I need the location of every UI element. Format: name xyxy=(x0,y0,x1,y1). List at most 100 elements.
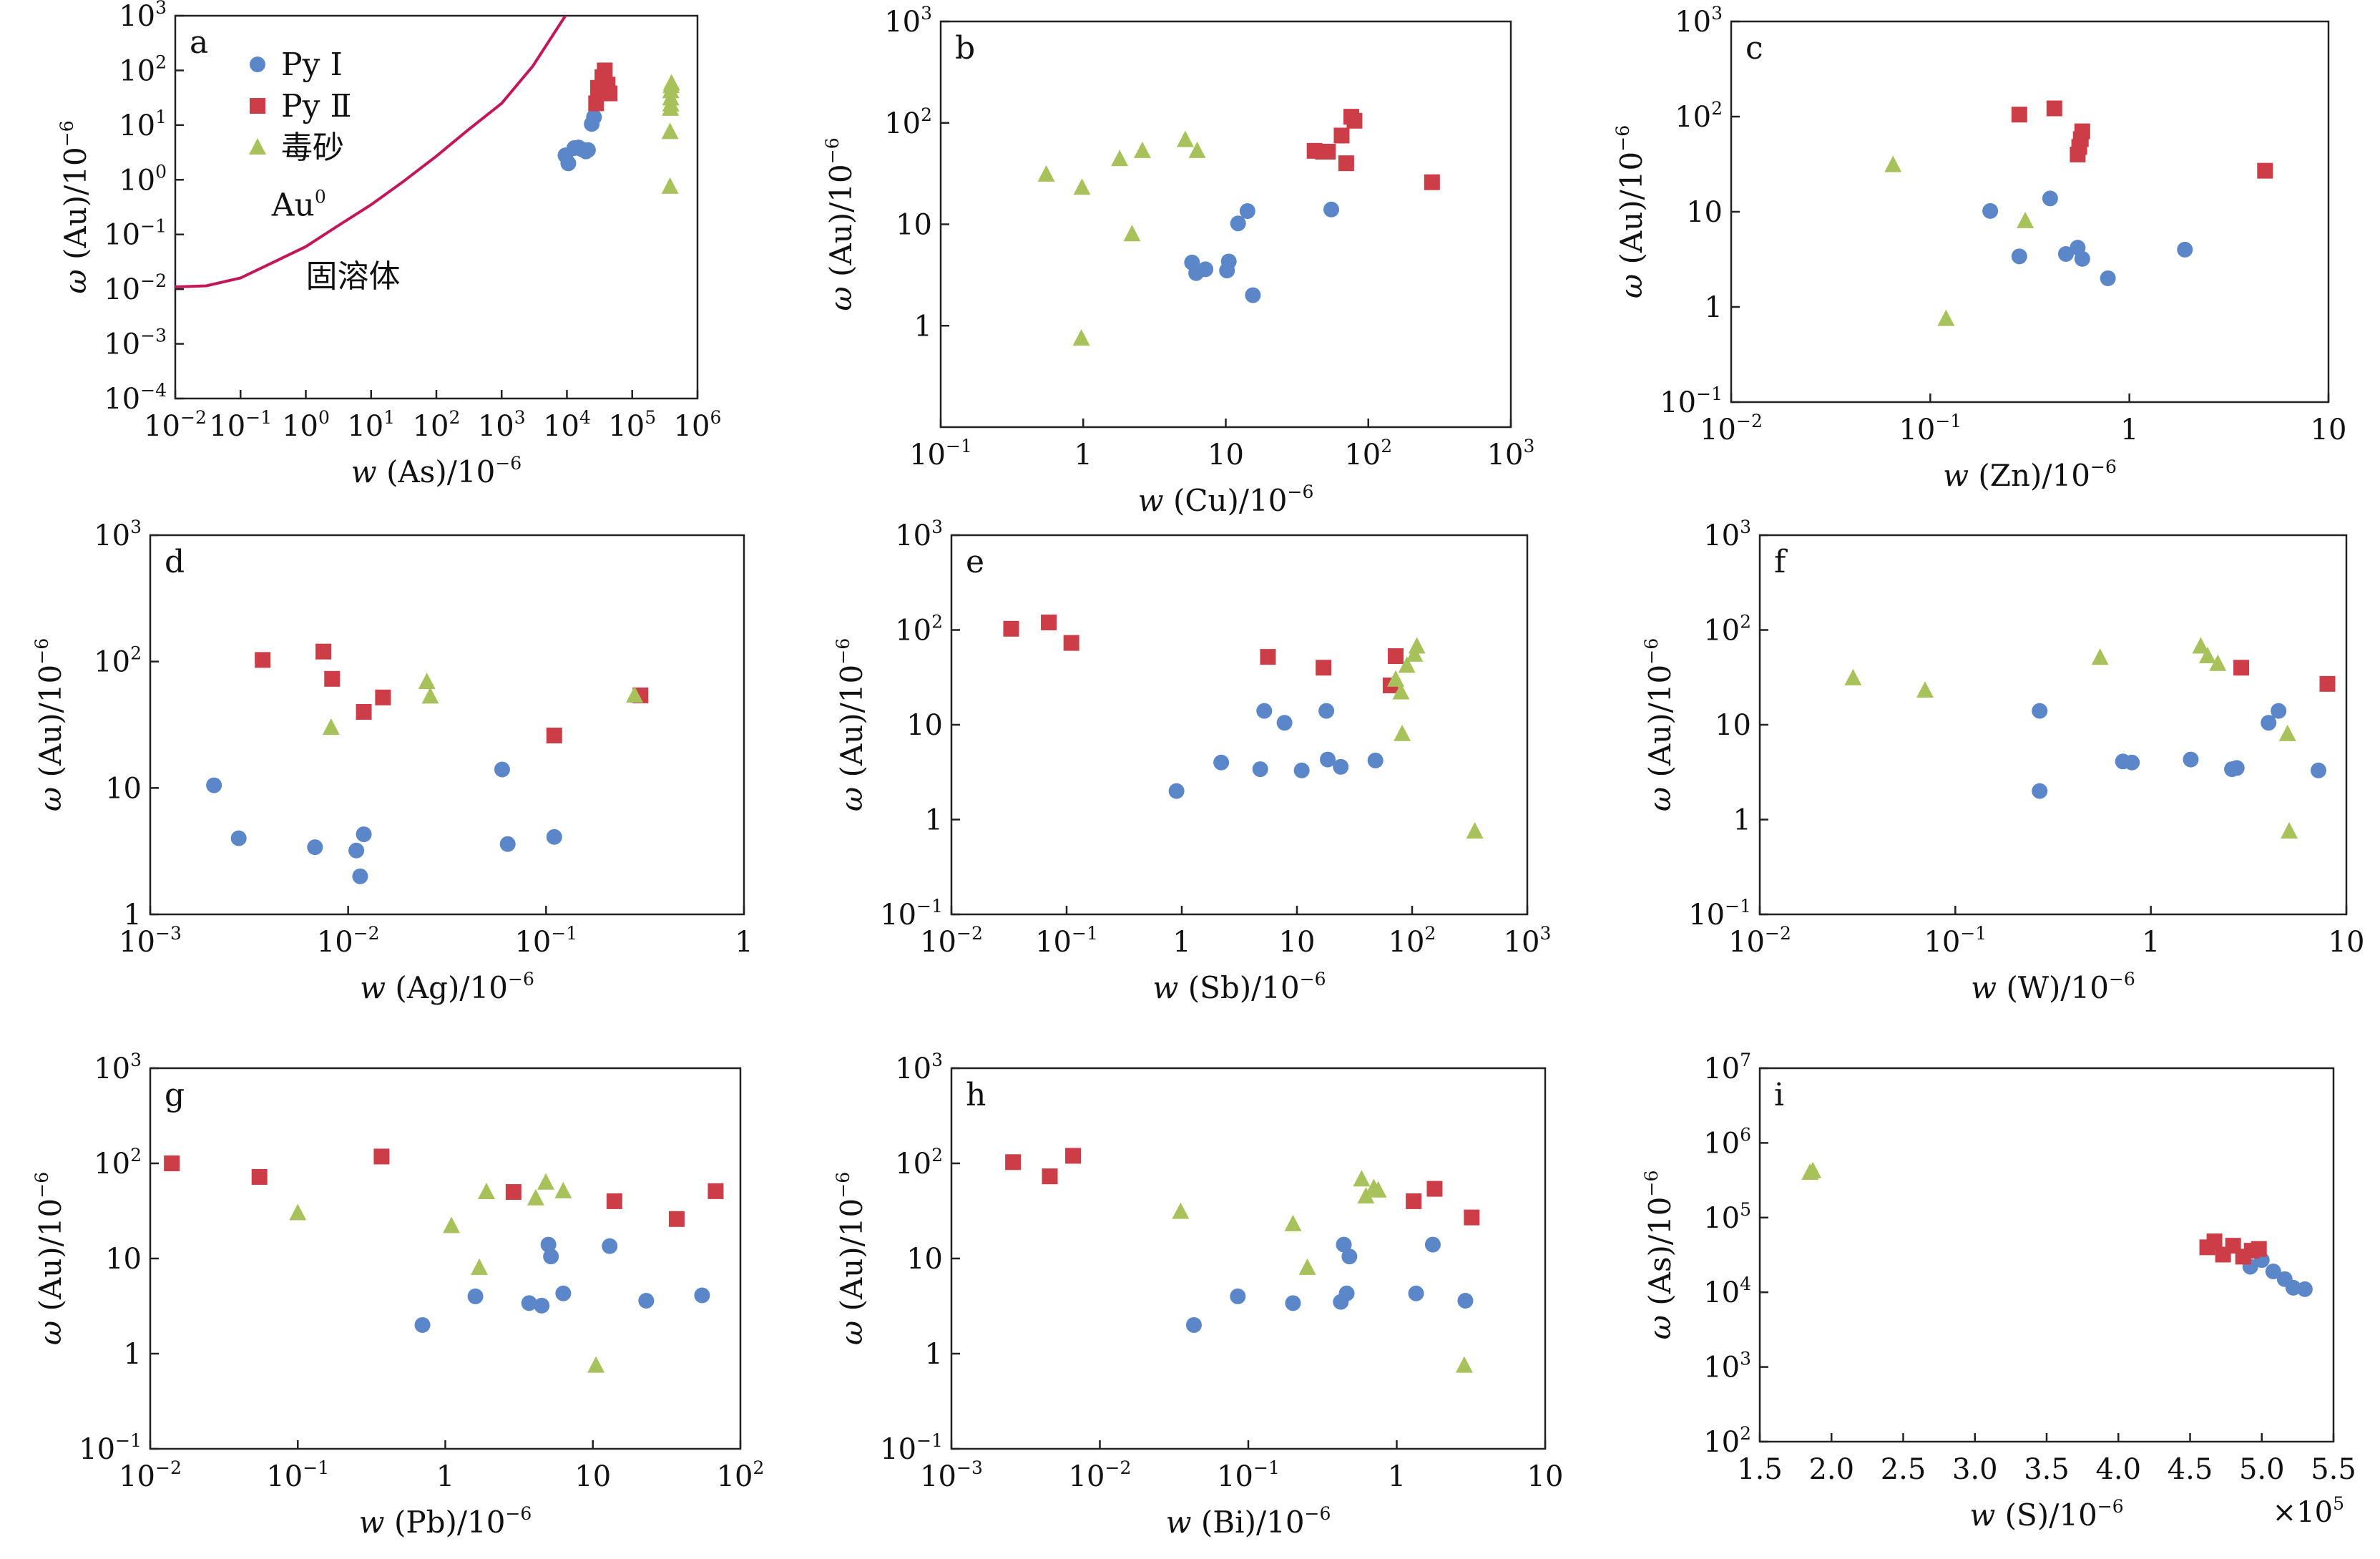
data-point-dusha xyxy=(2198,647,2216,664)
data-point-py2 xyxy=(505,1184,521,1201)
data-point-py1 xyxy=(467,1288,484,1304)
data-point-dusha xyxy=(2017,211,2034,228)
data-point-dusha xyxy=(2192,637,2210,654)
data-point-py1 xyxy=(555,1285,572,1301)
legend-label-py2: Py Ⅱ xyxy=(281,88,351,124)
x-tick-label: 1 xyxy=(436,1460,454,1493)
data-point-dusha xyxy=(554,1181,572,1198)
data-point-py1 xyxy=(2042,190,2058,207)
y-tick-label: 10−1 xyxy=(1688,896,1751,932)
data-point-py1 xyxy=(2100,270,2116,286)
y-tick-label: 102 xyxy=(895,1145,943,1181)
y-tick-label: 103 xyxy=(1675,3,1723,39)
data-point-py2 xyxy=(1063,635,1079,651)
data-point-py1 xyxy=(1256,703,1273,719)
y-axis-label: ω (As)/10−6 xyxy=(1641,1171,1678,1340)
x-tick-label: 10−1 xyxy=(514,923,577,959)
data-point-py1 xyxy=(2032,703,2048,719)
series-py2 xyxy=(588,62,618,112)
x-tick-label: 10−2 xyxy=(1728,923,1791,959)
data-point-py1 xyxy=(2011,248,2027,265)
data-point-py2 xyxy=(707,1183,724,1199)
data-point-py1 xyxy=(2271,703,2287,719)
data-point-py1 xyxy=(1220,253,1237,270)
x-tick-label: 104 xyxy=(543,407,591,443)
data-point-py2 xyxy=(1464,1209,1480,1226)
x-tick-label: 10−3 xyxy=(119,923,182,959)
data-point-py2 xyxy=(1333,127,1350,144)
data-point-dusha xyxy=(471,1258,489,1275)
data-point-py1 xyxy=(1276,715,1293,731)
panel-letter: d xyxy=(165,544,185,580)
data-point-py2 xyxy=(1346,112,1363,129)
data-point-py2 xyxy=(606,1193,622,1209)
data-point-py2 xyxy=(2251,1241,2267,1257)
y-tick-label: 10−3 xyxy=(104,326,167,361)
data-point-py1 xyxy=(1457,1293,1474,1309)
data-point-py1 xyxy=(2265,1264,2281,1280)
y-tick-label: 102 xyxy=(94,1145,142,1181)
series-py2 xyxy=(1306,109,1440,190)
x-tick-label: 10−1 xyxy=(1899,411,1962,446)
data-point-py1 xyxy=(356,826,372,843)
series-py2 xyxy=(2233,660,2336,692)
x-tick-label: 102 xyxy=(717,1457,765,1493)
data-point-py2 xyxy=(1260,649,1276,665)
series-py2 xyxy=(1003,615,1404,694)
data-point-py1 xyxy=(1293,762,1310,778)
legend: Py Ⅰ Py Ⅱ 毒砂 xyxy=(249,47,351,166)
data-point-py2 xyxy=(1406,1193,1422,1209)
data-point-py1 xyxy=(352,868,368,884)
data-point-dusha xyxy=(1804,1161,1822,1178)
data-point-dusha xyxy=(1133,141,1151,158)
data-point-py1 xyxy=(2124,754,2140,771)
data-point-py1 xyxy=(206,777,222,793)
x-tick-label: 10−2 xyxy=(920,923,983,959)
x-tick-label: 10−1 xyxy=(1924,923,1987,959)
series-py1 xyxy=(206,761,562,884)
x-tick-label: 103 xyxy=(478,407,526,443)
x-axis-label: w (Bi)/10−6 xyxy=(1166,1503,1331,1540)
data-point-dusha xyxy=(527,1188,544,1206)
plot-frame xyxy=(1730,20,2330,404)
data-point-py2 xyxy=(1424,174,1440,190)
series-py1 xyxy=(1184,201,1340,303)
x-tick-label: 10−1 xyxy=(1217,1457,1280,1493)
data-point-py2 xyxy=(1338,155,1354,172)
data-point-dusha xyxy=(662,99,680,116)
plot-frame xyxy=(149,1067,742,1450)
data-point-py1 xyxy=(1285,1295,1301,1311)
data-point-py1 xyxy=(602,1238,618,1254)
data-point-py1 xyxy=(1367,752,1384,768)
x-tick-label: 5.5 xyxy=(2311,1453,2356,1486)
data-point-py2 xyxy=(1003,620,1019,637)
x-tick-label: 3.5 xyxy=(2024,1453,2070,1486)
data-point-py2 xyxy=(2233,660,2250,676)
x-tick-label: 2.0 xyxy=(1808,1453,1854,1486)
data-point-py1 xyxy=(586,109,602,125)
data-point-dusha xyxy=(421,687,439,704)
data-point-dusha xyxy=(1455,1356,1473,1373)
x-axis-label: w (Ag)/10−6 xyxy=(360,969,534,1005)
data-point-dusha xyxy=(587,1356,605,1373)
data-point-py2 xyxy=(588,95,604,112)
x-tick-label: 105 xyxy=(608,407,656,443)
data-point-dusha xyxy=(1398,656,1416,673)
solubility-curve xyxy=(175,16,567,288)
x-tick-label: 10 xyxy=(1527,1460,1564,1493)
data-point-dusha xyxy=(1072,328,1090,346)
data-point-py2 xyxy=(373,1148,390,1165)
y-axis-label: ω (Au)/10−6 xyxy=(31,1172,68,1345)
data-point-dusha xyxy=(1357,1187,1375,1204)
data-point-py1 xyxy=(1333,758,1349,775)
y-axis-label: ω (Au)/10−6 xyxy=(833,1172,869,1345)
data-point-py2 xyxy=(2074,123,2090,140)
series-py1 xyxy=(414,1236,710,1333)
y-tick-label: 1 xyxy=(925,804,943,837)
y-tick-label: 102 xyxy=(1703,612,1751,647)
series-py1 xyxy=(1982,190,2193,286)
data-point-dusha xyxy=(2209,654,2227,671)
